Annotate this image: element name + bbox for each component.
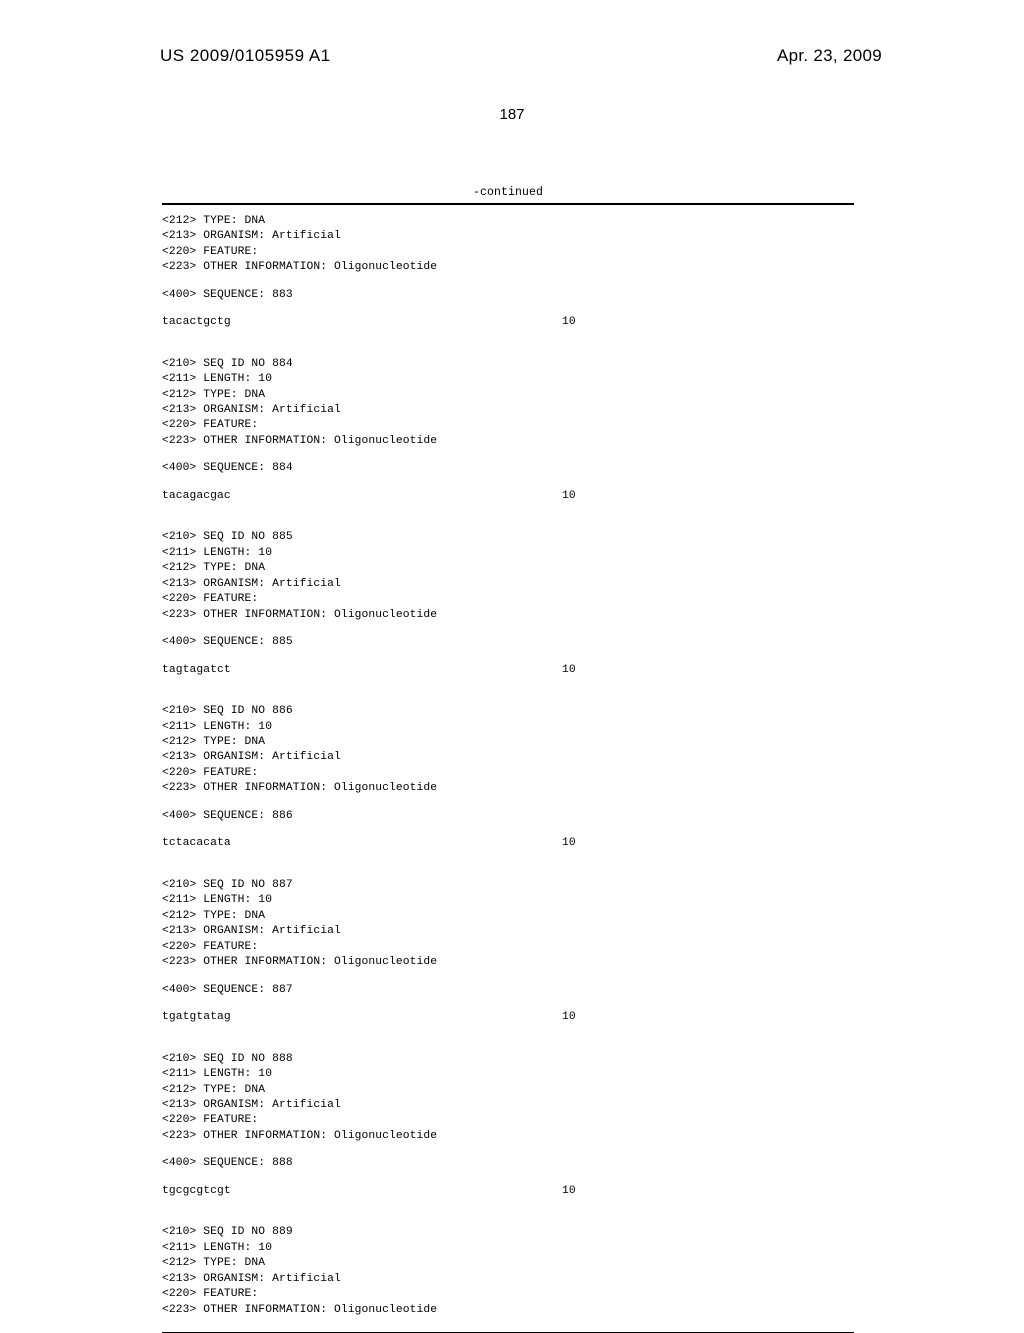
sequence-row: tctacacata10 bbox=[162, 836, 854, 851]
sequence-meta-line: <212> TYPE: DNA bbox=[162, 561, 854, 576]
sequence-row: tacactgctg10 bbox=[162, 315, 854, 330]
sequence-block: <210> SEQ ID NO 888<211> LENGTH: 10<212>… bbox=[162, 1052, 854, 1200]
sequence-meta-line: <212> TYPE: DNA bbox=[162, 909, 854, 924]
sequence-meta-line: <223> OTHER INFORMATION: Oligonucleotide bbox=[162, 434, 854, 449]
sequence-meta-line: <220> FEATURE: bbox=[162, 940, 854, 955]
sequence-meta-line: <212> TYPE: DNA bbox=[162, 735, 854, 750]
sequence-row: tgatgtatag10 bbox=[162, 1010, 854, 1025]
sequence-meta-line: <223> OTHER INFORMATION: Oligonucleotide bbox=[162, 955, 854, 970]
sequence-meta-line: <213> ORGANISM: Artificial bbox=[162, 1272, 854, 1287]
sequence-meta-line: <212> TYPE: DNA bbox=[162, 214, 854, 229]
sequence-meta-line: <211> LENGTH: 10 bbox=[162, 1067, 854, 1082]
sequence-meta-line: <223> OTHER INFORMATION: Oligonucleotide bbox=[162, 1303, 854, 1318]
sequence-text: tgatgtatag bbox=[162, 1010, 562, 1025]
sequence-length: 10 bbox=[562, 315, 576, 330]
sequence-meta-line: <210> SEQ ID NO 884 bbox=[162, 357, 854, 372]
sequence-block: <212> TYPE: DNA<213> ORGANISM: Artificia… bbox=[162, 214, 854, 331]
sequence-meta-line: <210> SEQ ID NO 888 bbox=[162, 1052, 854, 1067]
page-header: US 2009/0105959 A1 Apr. 23, 2009 bbox=[90, 46, 934, 70]
sequence-meta-line: <211> LENGTH: 10 bbox=[162, 372, 854, 387]
continued-label: -continued bbox=[162, 185, 854, 201]
sequence-meta-line: <223> OTHER INFORMATION: Oligonucleotide bbox=[162, 781, 854, 796]
sequence-meta-line: <213> ORGANISM: Artificial bbox=[162, 577, 854, 592]
sequence-text: tagtagatct bbox=[162, 663, 562, 678]
top-rule bbox=[162, 203, 854, 205]
sequence-meta-line: <213> ORGANISM: Artificial bbox=[162, 229, 854, 244]
sequence-meta-line: <213> ORGANISM: Artificial bbox=[162, 750, 854, 765]
sequence-meta-line: <223> OTHER INFORMATION: Oligonucleotide bbox=[162, 608, 854, 623]
sequence-meta-line: <220> FEATURE: bbox=[162, 245, 854, 260]
sequence-row: tgcgcgtcgt10 bbox=[162, 1184, 854, 1199]
sequence-length: 10 bbox=[562, 1184, 576, 1199]
sequence-meta-line: <220> FEATURE: bbox=[162, 766, 854, 781]
sequence-block: <210> SEQ ID NO 887<211> LENGTH: 10<212>… bbox=[162, 878, 854, 1026]
sequence-header: <400> SEQUENCE: 885 bbox=[162, 635, 854, 650]
sequence-meta-line: <212> TYPE: DNA bbox=[162, 1083, 854, 1098]
sequence-meta-line: <210> SEQ ID NO 889 bbox=[162, 1225, 854, 1240]
sequence-block: <210> SEQ ID NO 884<211> LENGTH: 10<212>… bbox=[162, 357, 854, 505]
sequence-block: <210> SEQ ID NO 886<211> LENGTH: 10<212>… bbox=[162, 704, 854, 852]
sequence-header: <400> SEQUENCE: 887 bbox=[162, 983, 854, 998]
sequence-length: 10 bbox=[562, 489, 576, 504]
sequence-meta-line: <213> ORGANISM: Artificial bbox=[162, 924, 854, 939]
sequence-meta-line: <210> SEQ ID NO 886 bbox=[162, 704, 854, 719]
sequence-meta-line: <213> ORGANISM: Artificial bbox=[162, 403, 854, 418]
page: US 2009/0105959 A1 Apr. 23, 2009 187 -co… bbox=[0, 0, 1024, 1320]
sequence-listing: -continued <212> TYPE: DNA<213> ORGANISM… bbox=[162, 185, 854, 1333]
sequence-meta-line: <212> TYPE: DNA bbox=[162, 1256, 854, 1271]
sequence-row: tagtagatct10 bbox=[162, 663, 854, 678]
sequence-header: <400> SEQUENCE: 888 bbox=[162, 1156, 854, 1171]
sequence-length: 10 bbox=[562, 1010, 576, 1025]
sequence-text: tacactgctg bbox=[162, 315, 562, 330]
sequence-length: 10 bbox=[562, 836, 576, 851]
sequence-text: tacagacgac bbox=[162, 489, 562, 504]
sequence-meta-line: <223> OTHER INFORMATION: Oligonucleotide bbox=[162, 260, 854, 275]
sequence-row: tacagacgac10 bbox=[162, 489, 854, 504]
page-number: 187 bbox=[90, 106, 934, 123]
sequence-text: tgcgcgtcgt bbox=[162, 1184, 562, 1199]
sequence-meta-line: <211> LENGTH: 10 bbox=[162, 893, 854, 908]
sequence-length: 10 bbox=[562, 663, 576, 678]
publication-date: Apr. 23, 2009 bbox=[777, 46, 882, 66]
sequence-text: tctacacata bbox=[162, 836, 562, 851]
sequence-block: <210> SEQ ID NO 889<211> LENGTH: 10<212>… bbox=[162, 1225, 854, 1318]
sequence-meta-line: <213> ORGANISM: Artificial bbox=[162, 1098, 854, 1113]
sequence-meta-line: <220> FEATURE: bbox=[162, 418, 854, 433]
sequence-meta-line: <210> SEQ ID NO 885 bbox=[162, 530, 854, 545]
sequence-meta-line: <211> LENGTH: 10 bbox=[162, 720, 854, 735]
sequence-header: <400> SEQUENCE: 883 bbox=[162, 288, 854, 303]
sequence-header: <400> SEQUENCE: 884 bbox=[162, 461, 854, 476]
sequence-meta-line: <220> FEATURE: bbox=[162, 1287, 854, 1302]
sequence-meta-line: <220> FEATURE: bbox=[162, 592, 854, 607]
sequence-meta-line: <220> FEATURE: bbox=[162, 1113, 854, 1128]
sequence-block: <210> SEQ ID NO 885<211> LENGTH: 10<212>… bbox=[162, 530, 854, 678]
publication-number: US 2009/0105959 A1 bbox=[160, 46, 331, 66]
sequence-meta-line: <211> LENGTH: 10 bbox=[162, 1241, 854, 1256]
sequence-blocks: <212> TYPE: DNA<213> ORGANISM: Artificia… bbox=[162, 214, 854, 1318]
sequence-meta-line: <223> OTHER INFORMATION: Oligonucleotide bbox=[162, 1129, 854, 1144]
sequence-header: <400> SEQUENCE: 886 bbox=[162, 809, 854, 824]
sequence-meta-line: <211> LENGTH: 10 bbox=[162, 546, 854, 561]
sequence-meta-line: <210> SEQ ID NO 887 bbox=[162, 878, 854, 893]
sequence-meta-line: <212> TYPE: DNA bbox=[162, 388, 854, 403]
